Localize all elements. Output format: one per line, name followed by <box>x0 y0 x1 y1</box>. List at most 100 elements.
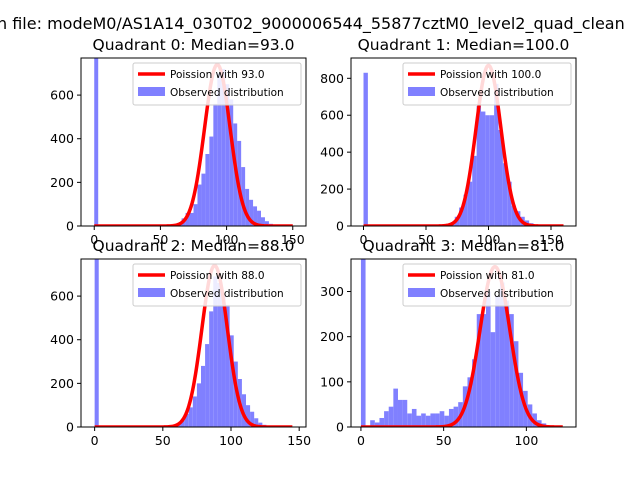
histogram-bar <box>476 314 482 427</box>
histogram-bar <box>205 154 210 226</box>
legend-bar-swatch <box>138 288 165 297</box>
histogram-bar <box>504 300 510 427</box>
histogram-bar <box>509 314 514 427</box>
histogram-bar <box>459 207 464 226</box>
legend-fit-label: Poission with 93.0 <box>170 69 265 81</box>
histogram-bar <box>486 291 491 427</box>
poisson-fit-line <box>360 264 564 427</box>
x-tick-label: 0 <box>91 433 99 448</box>
x-tick-label: 0 <box>357 433 365 448</box>
histogram-bar <box>495 296 500 427</box>
legend-hist-label: Observed distribution <box>170 87 284 99</box>
y-tick-label: 800 <box>320 71 344 86</box>
y-tick-label: 400 <box>50 332 74 347</box>
histogram-bar <box>393 388 398 427</box>
histogram-bar <box>246 405 251 427</box>
legend-fit-label: Poission with 100.0 <box>440 69 541 81</box>
y-tick-label: 400 <box>320 145 344 160</box>
legend-hist-label: Observed distribution <box>440 288 554 300</box>
y-tick-label: 300 <box>320 284 344 299</box>
chart-title: Quadrant 0: Median=93.0 <box>93 36 295 54</box>
histogram-bar <box>498 130 503 226</box>
histogram-bar <box>416 415 422 427</box>
histogram-bar <box>184 413 189 427</box>
x-tick-label: 100 <box>477 232 501 247</box>
histogram-bar <box>241 167 246 226</box>
histogram-bar <box>518 372 524 427</box>
histogram-bar <box>213 103 218 226</box>
histogram-bar <box>249 199 254 226</box>
y-tick-label: 200 <box>50 175 74 190</box>
legend-box <box>402 263 572 307</box>
histogram-bar <box>257 210 261 226</box>
x-tick-label: 150 <box>539 232 563 247</box>
histogram-bar <box>363 72 368 226</box>
histogram-bar <box>425 415 431 427</box>
x-tick-label: 50 <box>418 232 434 247</box>
histogram-bar <box>264 221 269 226</box>
histogram-bar <box>360 259 366 427</box>
histogram-bar <box>192 396 197 427</box>
histogram-bar <box>221 68 226 226</box>
histogram-bar <box>513 341 519 427</box>
figure-suptitle: n file: modeM0/AS1A14_030T02_9000006544_… <box>0 14 625 34</box>
histogram-bar <box>421 413 426 427</box>
chart-title: Quadrant 1: Median=100.0 <box>358 36 570 54</box>
histogram-bar <box>467 377 473 427</box>
legend-hist-label: Observed distribution <box>440 87 554 99</box>
x-tick-label: 100 <box>215 232 239 247</box>
x-tick-label: 0 <box>360 232 368 247</box>
histogram-bar <box>444 415 449 427</box>
x-tick-label: 50 <box>155 433 171 448</box>
x-tick-label: 50 <box>152 232 168 247</box>
histogram-bar <box>397 399 403 427</box>
histogram-bars <box>363 72 534 226</box>
axes-frame <box>80 57 307 227</box>
histogram-bar <box>507 181 512 226</box>
legend-box <box>132 263 302 307</box>
histogram-bar <box>494 83 499 226</box>
histogram-bar <box>94 58 99 226</box>
histogram-bar <box>430 413 436 427</box>
histogram-bar <box>201 365 206 427</box>
histogram-bar <box>384 411 389 427</box>
x-tick-label: 150 <box>281 232 305 247</box>
axes-frame <box>350 57 577 227</box>
histogram-bar <box>188 407 193 427</box>
legend: Poission with 81.0 Observed distribution <box>402 263 572 307</box>
histogram-bar <box>201 173 206 226</box>
chart-panel-quadrant-3: 0 50 100 0 100 200 300 Quadrant 3: Median=81.0 P… <box>320 237 577 448</box>
histogram-bar <box>229 99 234 226</box>
x-tick-label: 100 <box>514 433 538 448</box>
legend-box <box>132 62 302 106</box>
histogram-bar <box>435 413 440 427</box>
histogram-bar <box>229 335 234 427</box>
histogram-bar <box>379 417 385 427</box>
legend-bar-swatch <box>408 87 435 96</box>
histogram-bar <box>502 163 508 226</box>
chart-panel-quadrant-0: 0 50 100 150 0 200 400 600 Quadrant 0: Median=93… <box>50 36 307 247</box>
histogram-bar <box>467 181 473 226</box>
chart-panel-quadrant-2: 0 50 100 150 0 200 400 600 Quadrant 2: Median=88… <box>50 237 311 448</box>
histogram-bar <box>217 73 222 226</box>
legend-bar-swatch <box>408 288 435 297</box>
legend-box <box>402 62 572 106</box>
histogram-bar <box>205 344 210 427</box>
poisson-fit-line <box>362 63 565 226</box>
y-tick-label: 200 <box>320 182 344 197</box>
histogram-bar <box>388 406 394 427</box>
histogram-bar <box>258 422 263 427</box>
histogram-bar <box>196 383 201 427</box>
legend-hist-label: Observed distribution <box>170 288 284 300</box>
histogram-bar <box>193 204 198 226</box>
histogram-bar <box>261 217 265 226</box>
histogram-bar <box>402 399 408 427</box>
histogram-bar <box>225 84 230 226</box>
histogram-bar <box>185 212 190 226</box>
histogram-bar <box>453 406 459 427</box>
histogram-bar <box>245 188 250 226</box>
histogram-bar <box>180 420 185 427</box>
histogram-bar <box>411 408 417 427</box>
histogram-bar <box>439 411 445 427</box>
legend: Poission with 93.0 Observed distribution <box>132 62 302 106</box>
